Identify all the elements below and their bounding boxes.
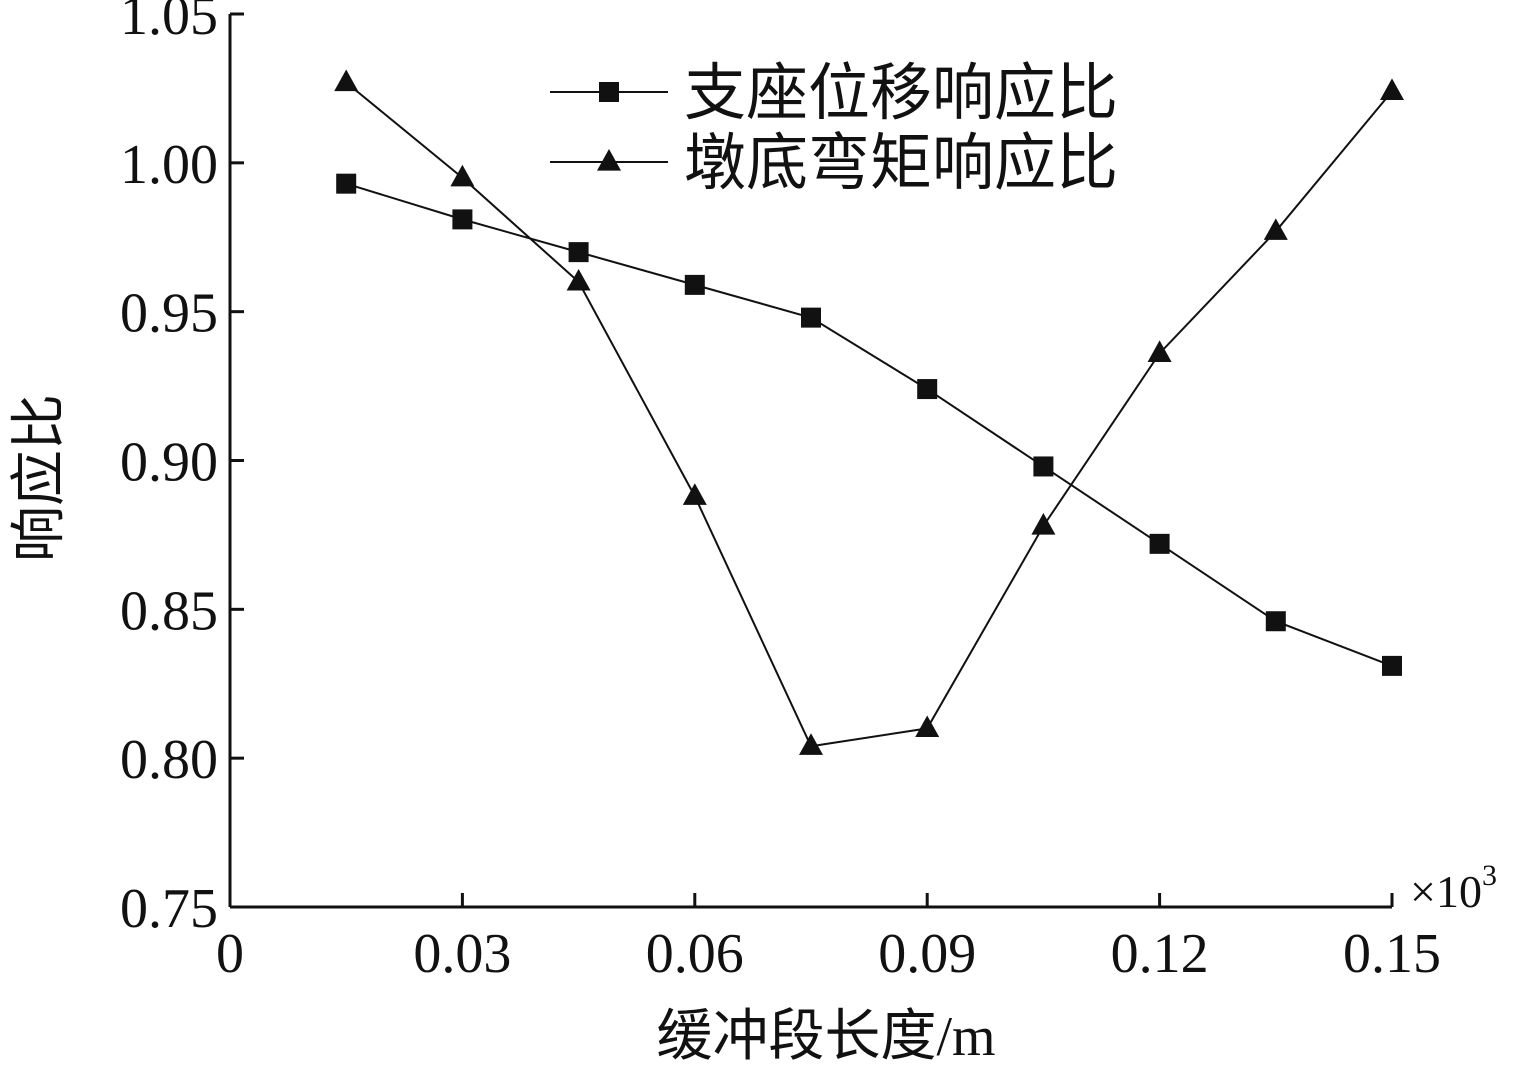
x-axis-label: 缓冲段长度/m bbox=[656, 1006, 995, 1066]
square-marker bbox=[1265, 611, 1286, 632]
triangle-marker bbox=[1263, 218, 1288, 240]
x-tick-label: 0 bbox=[216, 923, 244, 985]
square-marker bbox=[599, 82, 619, 102]
y-tick-label: 0.95 bbox=[120, 283, 218, 345]
series-2 bbox=[334, 69, 1404, 755]
square-marker bbox=[801, 307, 821, 328]
series-1 bbox=[336, 173, 1402, 676]
legend-item: 支座位移响应比 bbox=[550, 60, 1118, 128]
y-tick-label: 1.00 bbox=[120, 134, 218, 196]
x-ticks: 0 0.03 0.06 0.09 0.12 0.15 bbox=[216, 893, 1441, 985]
x-multiplier-base: ×10 bbox=[1410, 866, 1482, 917]
square-marker bbox=[452, 209, 473, 230]
triangle-marker bbox=[597, 149, 621, 171]
x-tick-label: 0.09 bbox=[878, 923, 976, 985]
legend-label: 支座位移响应比 bbox=[684, 60, 1118, 128]
series-layer bbox=[334, 69, 1404, 755]
triangle-marker bbox=[1031, 513, 1056, 535]
x-tick-label: 0.15 bbox=[1343, 923, 1441, 985]
x-multiplier-exponent: 3 bbox=[1482, 859, 1497, 892]
x-tick-label: 0.06 bbox=[646, 923, 744, 985]
square-marker bbox=[917, 379, 938, 400]
square-marker bbox=[568, 242, 589, 263]
triangle-marker bbox=[915, 715, 940, 738]
y-tick-label: 0.85 bbox=[120, 580, 218, 642]
x-tick-label: 0.03 bbox=[413, 923, 511, 985]
square-marker bbox=[1149, 533, 1170, 554]
triangle-marker bbox=[682, 483, 707, 505]
y-tick-label: 0.90 bbox=[120, 432, 218, 494]
legend-item: 墩底弯矩响应比 bbox=[550, 130, 1118, 198]
triangle-marker bbox=[1380, 78, 1404, 101]
triangle-marker bbox=[566, 268, 591, 291]
y-ticks: 0.75 0.80 0.85 0.90 0.95 1.00 1.05 bbox=[120, 0, 244, 940]
y-tick-label: 0.80 bbox=[120, 729, 218, 791]
triangle-marker bbox=[450, 164, 475, 187]
x-tick-label: 0.12 bbox=[1111, 923, 1209, 985]
y-tick-label: 1.05 bbox=[120, 0, 218, 47]
y-tick-label: 0.75 bbox=[120, 878, 218, 940]
triangle-marker bbox=[334, 69, 359, 92]
series-line bbox=[345, 81, 1393, 748]
x-multiplier: ×103 bbox=[1410, 859, 1497, 917]
square-marker bbox=[1382, 655, 1402, 676]
legend-label: 墩底弯矩响应比 bbox=[684, 130, 1118, 198]
square-marker bbox=[684, 274, 705, 295]
square-marker bbox=[336, 173, 357, 194]
y-axis-label: 响应比 bbox=[9, 394, 71, 562]
series-line bbox=[345, 182, 1393, 667]
triangle-marker bbox=[1147, 340, 1172, 362]
triangle-marker bbox=[799, 733, 823, 755]
square-marker bbox=[1033, 456, 1054, 477]
